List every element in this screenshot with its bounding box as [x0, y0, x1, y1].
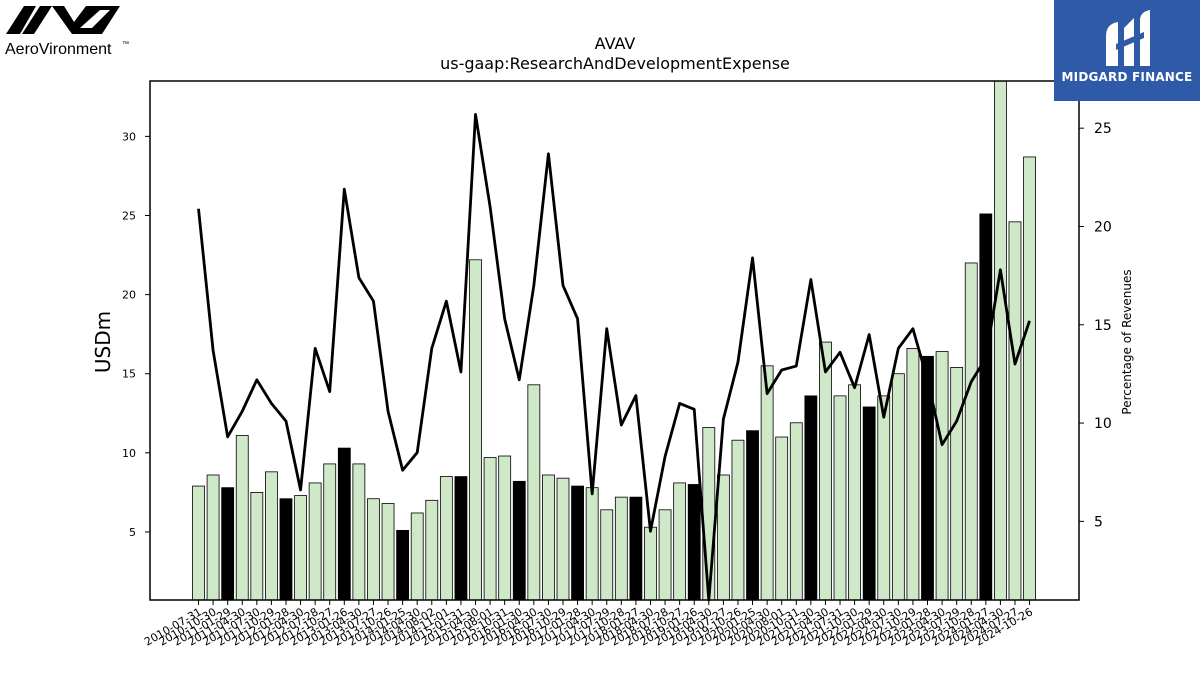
bar-2015-08-01 — [483, 457, 497, 601]
y2-axis-label: Percentage of Revenues — [1120, 269, 1134, 414]
bar-2017-04-30 — [585, 487, 599, 601]
bar-2013-07-27 — [367, 498, 380, 601]
bar-2024-01-27 — [979, 213, 993, 601]
y-tick-label: 20 — [122, 289, 136, 302]
bar-2018-01-27 — [629, 496, 643, 601]
y2-tick-label: 10 — [1094, 416, 1112, 432]
bar-2015-01-31 — [454, 476, 468, 601]
y-tick-label: 15 — [122, 368, 136, 381]
bar-2024-10-26 — [1023, 156, 1036, 601]
bar-2018-04-30 — [644, 526, 657, 601]
bar-2015-10-31 — [498, 455, 512, 601]
bar-2023-04-30 — [935, 351, 949, 601]
bar-2019-04-30 — [702, 427, 716, 601]
logo-wordmark: AeroVironment — [5, 41, 112, 58]
bar-2021-04-30 — [819, 341, 832, 601]
av-logo-mark: AeroVironment ™ — [5, 6, 129, 58]
right-axis-ticks: 5 10 15 20 25 — [1079, 121, 1112, 530]
y-axis-label: USDm — [91, 311, 115, 373]
bar-2018-10-27 — [673, 482, 687, 601]
bar-2014-01-25 — [396, 529, 410, 601]
bar-2023-10-28 — [964, 262, 978, 601]
bar-2021-10-30 — [848, 384, 861, 601]
bar-2022-07-30 — [891, 373, 905, 601]
bar-2019-10-26 — [731, 439, 745, 601]
bar-2017-10-28 — [614, 496, 628, 601]
bar-2021-07-31 — [833, 395, 847, 601]
bar-2010-07-31 — [192, 485, 205, 601]
bar-2011-10-29 — [264, 471, 278, 601]
logo-trademark: ™ — [122, 41, 129, 48]
bar-2019-07-27 — [716, 474, 730, 601]
bar-2017-01-28 — [571, 485, 584, 601]
bar-2023-07-29 — [950, 366, 964, 601]
y2-tick-label: 15 — [1094, 318, 1112, 334]
bar-2016-10-29 — [556, 477, 570, 601]
bar-2012-10-27 — [323, 463, 337, 601]
bar-2014-08-02 — [425, 499, 439, 601]
chart-title: AVAV — [595, 34, 636, 53]
bar-2011-07-30 — [250, 491, 264, 601]
bar-2011-01-29 — [221, 487, 235, 601]
line-group — [197, 113, 1031, 602]
bar-2020-10-31 — [789, 422, 803, 601]
bar-2012-07-28 — [308, 482, 322, 601]
bar-2021-01-30 — [804, 395, 818, 601]
chart-subtitle: us-gaap:ResearchAndDevelopmentExpense — [440, 54, 790, 73]
bar-2016-01-30 — [512, 480, 526, 601]
bar-2014-11-01 — [439, 476, 453, 601]
bar-2017-07-29 — [600, 509, 614, 601]
midgard-finance-badge: MIDGARD FINANCE — [1054, 0, 1200, 101]
bars-group — [192, 80, 1036, 601]
bar-2016-07-30 — [542, 474, 555, 601]
bar-2014-04-30 — [410, 512, 424, 601]
bar-2024-04-30 — [994, 80, 1007, 601]
y2-tick-label: 25 — [1094, 121, 1112, 137]
midgard-logo-icon — [1106, 10, 1150, 66]
y2-tick-label: 5 — [1094, 514, 1103, 530]
x-axis-ticks: 2010-07-312010-10-302011-01-292011-04-30… — [142, 600, 1035, 649]
bar-2020-08-01 — [775, 436, 789, 601]
y-tick-label: 30 — [122, 130, 136, 143]
bar-2015-04-30 — [469, 259, 482, 601]
bar-2020-01-25 — [746, 430, 759, 601]
bar-2011-04-30 — [235, 435, 249, 601]
bar-2019-01-26 — [687, 484, 701, 601]
series-line-percentage-of-revenues — [197, 113, 1031, 602]
y-tick-label: 5 — [129, 526, 136, 539]
bar-2012-01-28 — [279, 498, 293, 601]
bar-2010-10-30 — [206, 474, 220, 601]
y-tick-label: 25 — [122, 209, 136, 222]
bar-2013-01-26 — [337, 447, 351, 601]
bar-2013-04-30 — [352, 463, 366, 601]
bar-2020-04-30 — [760, 365, 774, 601]
bar-2012-04-30 — [294, 495, 307, 601]
bar-2022-04-30 — [877, 395, 891, 601]
y-tick-label: 10 — [122, 447, 136, 460]
bar-2018-07-28 — [658, 509, 672, 601]
aerovironment-logo: AeroVironment ™ — [0, 0, 140, 60]
bar-2022-10-29 — [906, 348, 920, 601]
plot-frame — [149, 80, 1080, 601]
bar-2022-01-29 — [862, 406, 876, 601]
y2-tick-label: 20 — [1094, 219, 1112, 235]
bar-2016-04-30 — [527, 384, 541, 601]
left-axis-ticks: 5 10 15 20 25 30 — [122, 130, 150, 539]
bar-2024-07-27 — [1008, 221, 1022, 601]
bar-2013-10-26 — [381, 503, 395, 601]
brand-name: MIDGARD FINANCE — [1061, 70, 1193, 84]
